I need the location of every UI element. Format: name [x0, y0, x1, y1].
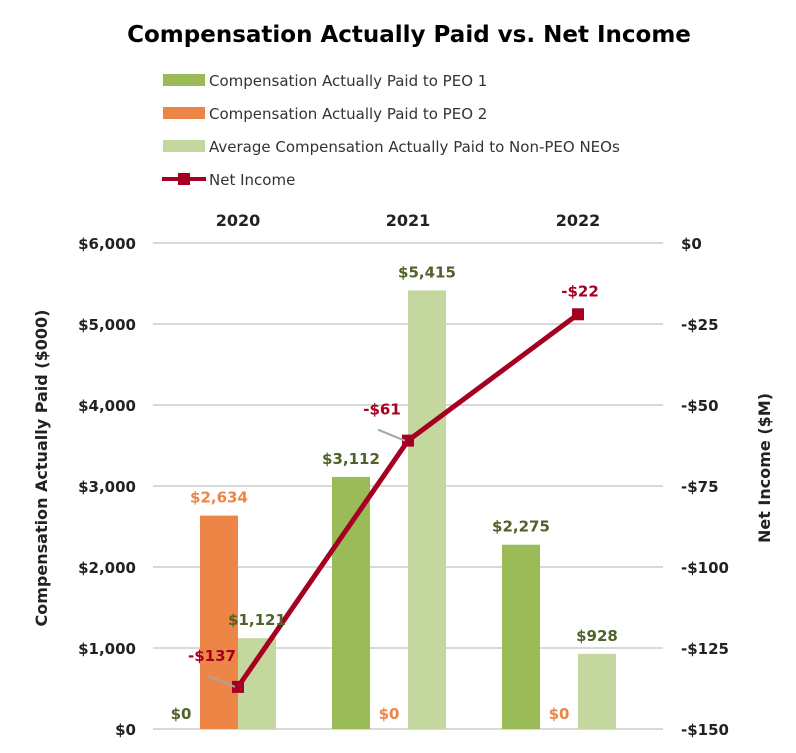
- category-label: 2020: [216, 211, 261, 230]
- bar: [200, 515, 238, 729]
- y-tick-label: $3,000: [78, 478, 136, 496]
- y-tick-label: $0: [115, 721, 136, 739]
- line-marker: [402, 434, 414, 447]
- y-tick-label: $2,000: [78, 559, 136, 577]
- data-label: -$22: [561, 282, 599, 300]
- y2-tick-label: -$150: [681, 721, 729, 739]
- data-label: $5,415: [398, 263, 456, 281]
- legend-swatch: [163, 107, 205, 119]
- data-label: $0: [549, 705, 570, 723]
- y2-tick-label: $0: [681, 235, 702, 253]
- line-marker: [572, 308, 584, 321]
- y-tick-label: $1,000: [78, 640, 136, 658]
- data-label: -$137: [188, 647, 236, 665]
- net-income-line: [207, 308, 584, 693]
- data-label: $2,634: [190, 489, 248, 507]
- data-labels: $0 $3,112 $2,275 $2,634 $0 $0 $1,121 $5,415 $928…: [171, 263, 618, 723]
- legend-label: Compensation Actually Paid to PEO 2: [209, 105, 487, 123]
- legend-swatch: [163, 74, 205, 86]
- data-label: $0: [379, 705, 400, 723]
- data-label: $2,275: [492, 518, 550, 536]
- bar: [332, 476, 370, 729]
- bar: [578, 653, 616, 729]
- leader-line: [207, 674, 236, 688]
- data-label: $1,121: [228, 611, 286, 629]
- y2-tick-label: -$100: [681, 559, 729, 577]
- data-label: $928: [576, 627, 618, 645]
- y-axis-left: $0 $1,000 $2,000 $3,000 $4,000 $5,000 $6,000: [78, 235, 136, 739]
- legend-label: Net Income: [209, 171, 295, 189]
- bar: [408, 290, 446, 729]
- legend: Compensation Actually Paid to PEO 1 Compe…: [162, 72, 620, 189]
- legend-swatch: [163, 140, 205, 152]
- chart-title: Compensation Actually Paid vs. Net Incom…: [127, 22, 691, 48]
- category-label: 2022: [556, 211, 601, 230]
- y-tick-label: $4,000: [78, 397, 136, 415]
- y-tick-label: $5,000: [78, 316, 136, 334]
- y-axis-left-label: Compensation Actually Paid ($000): [32, 310, 51, 627]
- legend-label: Compensation Actually Paid to PEO 1: [209, 72, 487, 90]
- y2-tick-label: -$125: [681, 640, 729, 658]
- y-tick-label: $6,000: [78, 235, 136, 253]
- bar: [238, 638, 276, 729]
- bars: [200, 290, 616, 729]
- y-axis-right-label: Net Income ($M): [755, 393, 774, 543]
- y2-tick-label: -$25: [681, 316, 719, 334]
- data-label: $0: [171, 705, 192, 723]
- leader-line: [377, 428, 406, 442]
- legend-label: Average Compensation Actually Paid to No…: [209, 138, 620, 156]
- y2-tick-label: -$75: [681, 478, 719, 496]
- bar: [502, 544, 540, 729]
- y2-tick-label: -$50: [681, 397, 719, 415]
- legend-marker: [178, 173, 190, 185]
- data-label: -$61: [363, 401, 401, 419]
- y-axis-right: -$150 -$125 -$100 -$75 -$50 -$25 $0: [681, 235, 729, 739]
- category-label: 2021: [386, 211, 431, 230]
- category-labels: 2020 2021 2022: [216, 211, 601, 230]
- line-marker: [232, 680, 244, 693]
- data-label: $3,112: [322, 450, 380, 468]
